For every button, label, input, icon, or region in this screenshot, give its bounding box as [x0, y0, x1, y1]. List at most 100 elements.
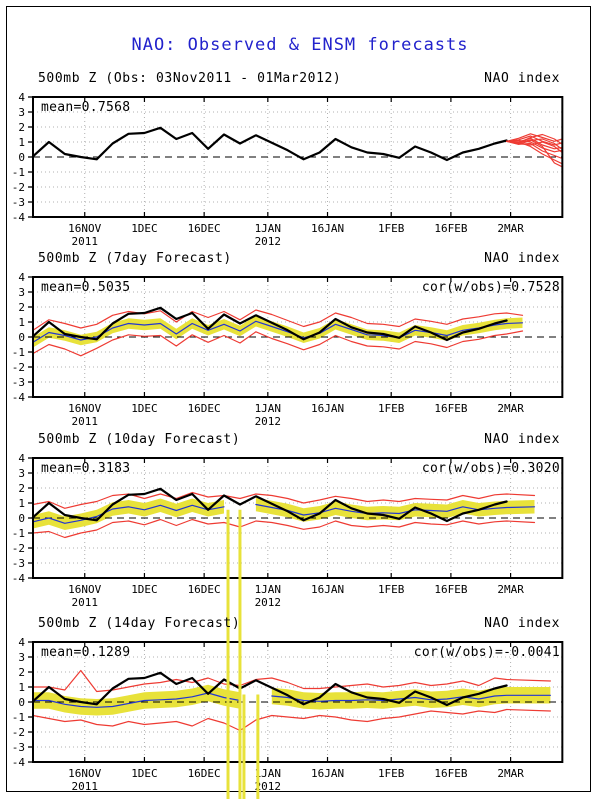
y-tick-label: -2	[12, 181, 25, 194]
panel-3-mean-label: mean=0.3183	[41, 461, 131, 476]
x-tick-label: 16NOV	[68, 222, 101, 235]
y-tick-label: 2	[18, 121, 25, 134]
panel-2-cor-label: cor(w/obs)=0.7528	[421, 280, 560, 295]
panel-3-cor-label: cor(w/obs)=0.3020	[421, 461, 560, 476]
x-tick-label: 16DEC	[188, 402, 221, 415]
ensemble-max-line	[32, 309, 524, 331]
y-tick-label: -2	[12, 361, 25, 374]
x-tick-label: 2MAR	[497, 402, 524, 415]
x-tick-year-label: 2011	[71, 235, 98, 248]
ensemble-spread-band	[255, 497, 535, 522]
panel-1-header-left: 500mb Z (Obs: 03Nov2011 - 01Mar2012)	[38, 71, 342, 86]
x-tick-label: 1JAN	[255, 767, 282, 780]
panel-2-header-right: NAO index	[484, 251, 560, 266]
x-tick-label: 16DEC	[188, 583, 221, 596]
y-tick-label: 1	[18, 681, 25, 694]
y-tick-label: 4	[18, 91, 25, 104]
y-tick-label: -3	[12, 376, 25, 389]
x-tick-year-label: 2012	[255, 235, 282, 248]
x-tick-label: 16NOV	[68, 402, 101, 415]
ensemble-max-line	[32, 669, 552, 693]
x-tick-label: 16FEB	[434, 767, 467, 780]
x-tick-year-label: 2012	[255, 596, 282, 609]
panel-2-header-left: 500mb Z (7day Forecast)	[38, 251, 232, 266]
ensemble-min-line	[32, 708, 552, 732]
y-tick-label: 3	[18, 106, 25, 119]
y-tick-label: 3	[18, 286, 25, 299]
y-tick-label: 2	[18, 482, 25, 495]
panel-border	[32, 641, 564, 763]
y-tick-label: 0	[18, 512, 25, 525]
ensemble-mean-line	[32, 692, 241, 708]
x-tick-label: 16JAN	[311, 222, 344, 235]
y-tick-label: -1	[12, 346, 25, 359]
y-tick-label: -1	[12, 527, 25, 540]
ensemble-spread-band	[33, 498, 224, 530]
y-tick-label: -2	[12, 726, 25, 739]
y-tick-label: -1	[12, 711, 25, 724]
y-tick-label: -1	[12, 166, 25, 179]
y-tick-label: 1	[18, 497, 25, 510]
x-tick-label: 16DEC	[188, 222, 221, 235]
panel-3-header-left: 500mb Z (10day Forecast)	[38, 432, 241, 447]
x-tick-label: 1JAN	[255, 222, 282, 235]
x-tick-label: 1DEC	[131, 583, 158, 596]
ensemble-member-line	[506, 140, 563, 160]
panel-1-header-right: NAO index	[484, 71, 560, 86]
ensemble-member-line	[506, 139, 563, 168]
y-tick-label: -2	[12, 542, 25, 555]
y-tick-label: -3	[12, 741, 25, 754]
ensemble-min-line	[32, 330, 524, 357]
y-tick-label: -4	[12, 211, 26, 224]
observed-line	[31, 487, 508, 523]
y-tick-label: -3	[12, 557, 25, 570]
x-tick-year-label: 2011	[71, 596, 98, 609]
ensemble-mean-line	[32, 320, 524, 343]
x-tick-year-label: 2011	[71, 415, 98, 428]
x-tick-label: 2MAR	[497, 222, 524, 235]
y-tick-label: 2	[18, 666, 25, 679]
x-tick-year-label: 2012	[255, 415, 282, 428]
y-tick-label: 2	[18, 301, 25, 314]
panel-border	[32, 457, 564, 579]
x-tick-label: 16DEC	[188, 767, 221, 780]
y-tick-label: 3	[18, 651, 25, 664]
y-tick-label: -4	[12, 391, 26, 404]
panel-4-cor-label: cor(w/obs)=-0.0041	[413, 645, 560, 660]
x-tick-label: 16FEB	[434, 583, 467, 596]
y-tick-label: 1	[18, 316, 25, 329]
ensemble-min-line	[32, 518, 536, 539]
observed-line	[31, 126, 508, 162]
observed-line	[31, 306, 508, 342]
x-tick-label: 2MAR	[497, 583, 524, 596]
x-tick-label: 16FEB	[434, 402, 467, 415]
panel-3-header-right: NAO index	[484, 432, 560, 447]
observed-line	[31, 671, 508, 707]
y-tick-label: 0	[18, 331, 25, 344]
y-tick-label: -3	[12, 196, 25, 209]
y-tick-label: -4	[12, 756, 26, 769]
x-tick-label: 16FEB	[434, 222, 467, 235]
x-tick-label: 1JAN	[255, 583, 282, 596]
x-tick-label: 16JAN	[311, 767, 344, 780]
y-tick-label: 4	[18, 636, 25, 649]
x-tick-label: 16JAN	[311, 583, 344, 596]
x-tick-year-label: 2011	[71, 780, 98, 793]
y-tick-label: -4	[12, 572, 26, 585]
x-tick-label: 16JAN	[311, 402, 344, 415]
x-tick-label: 1FEB	[378, 402, 405, 415]
ensemble-spread-band	[33, 684, 240, 716]
y-tick-label: 1	[18, 136, 25, 149]
y-tick-label: 4	[18, 452, 25, 465]
panel-1-mean-label: mean=0.7568	[41, 100, 131, 115]
panel-4-header-right: NAO index	[484, 616, 560, 631]
x-tick-label: 1JAN	[255, 402, 282, 415]
y-tick-label: 0	[18, 151, 25, 164]
x-tick-label: 1DEC	[131, 402, 158, 415]
x-tick-label: 1FEB	[378, 767, 405, 780]
page-title: NAO: Observed & ENSM forecasts	[131, 35, 469, 55]
panel-4-header-left: 500mb Z (14day Forecast)	[38, 616, 241, 631]
x-tick-label: 1FEB	[378, 222, 405, 235]
